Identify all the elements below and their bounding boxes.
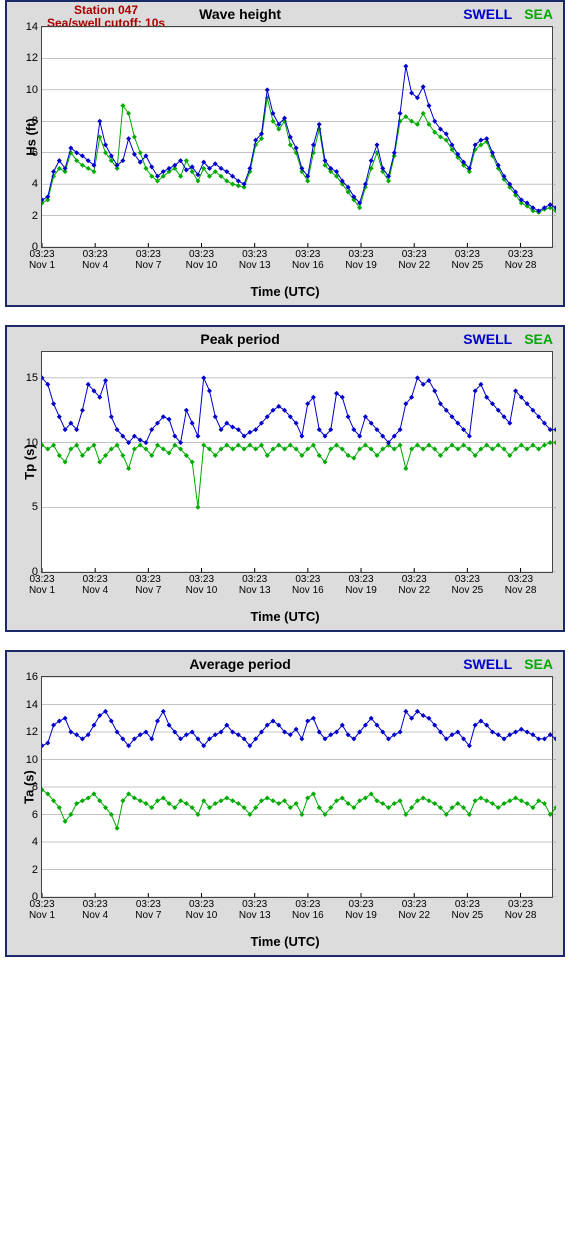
y-tick-label: 6 <box>32 809 38 821</box>
chart-title: Peak period <box>17 331 463 347</box>
legend-swell: SWELL <box>463 331 512 347</box>
legend-swell: SWELL <box>463 656 512 672</box>
y-tick-label: 14 <box>26 21 38 33</box>
y-axis-label: Hs (ft) <box>23 118 38 156</box>
y-tick-label: 10 <box>26 84 38 96</box>
peak-period-panel: Peak periodSWELL SEA 051015Tp (s)03:23Nov … <box>5 325 565 632</box>
average-period-panel: Average periodSWELL SEA 0246810121416Ta (s… <box>5 650 565 957</box>
y-tick-label: 12 <box>26 726 38 738</box>
y-tick-label: 16 <box>26 671 38 683</box>
x-axis-label: Time (UTC) <box>7 609 563 630</box>
station-id: Station 047 <box>74 3 138 17</box>
swell-line <box>42 711 556 745</box>
sea-line <box>42 98 556 213</box>
legend: SWELL SEA <box>463 6 553 22</box>
chart-svg <box>42 677 556 897</box>
y-tick-label: 14 <box>26 699 38 711</box>
y-tick-label: 10 <box>26 754 38 766</box>
y-tick-label: 2 <box>32 864 38 876</box>
y-tick-label: 2 <box>32 210 38 222</box>
sea-line <box>42 790 556 829</box>
wave-height-panel: Station 047Sea/swell cutoff: 10sWave hei… <box>5 0 565 307</box>
y-tick-label: 5 <box>32 501 38 513</box>
legend-swell: SWELL <box>463 6 512 22</box>
y-tick-label: 12 <box>26 52 38 64</box>
swell-line <box>42 66 556 211</box>
y-tick-label: 4 <box>32 178 38 190</box>
legend: SWELL SEA <box>463 331 553 347</box>
x-axis-label: Time (UTC) <box>7 284 563 305</box>
sea-line <box>42 443 556 508</box>
swell-line <box>42 378 556 443</box>
y-tick-label: 15 <box>26 372 38 384</box>
panel-header: Peak periodSWELL SEA <box>7 327 563 351</box>
y-axis-label: Ta (s) <box>21 770 36 804</box>
peak-period-plot: 051015Tp (s)03:23Nov 103:23Nov 403:23Nov… <box>41 351 553 573</box>
legend: SWELL SEA <box>463 656 553 672</box>
legend-sea: SEA <box>524 656 553 672</box>
y-axis-label: Tp (s) <box>22 444 37 479</box>
chart-title: Average period <box>17 656 463 672</box>
average-period-plot: 0246810121416Ta (s)03:23Nov 103:23Nov 40… <box>41 676 553 898</box>
chart-svg <box>42 352 556 572</box>
legend-sea: SEA <box>524 6 553 22</box>
legend-sea: SEA <box>524 331 553 347</box>
wave-height-plot: 02468101214Hs (ft)03:23Nov 103:23Nov 403… <box>41 26 553 248</box>
y-tick-label: 4 <box>32 836 38 848</box>
panel-header: Average periodSWELL SEA <box>7 652 563 676</box>
x-axis-label: Time (UTC) <box>7 934 563 955</box>
chart-svg <box>42 27 556 247</box>
